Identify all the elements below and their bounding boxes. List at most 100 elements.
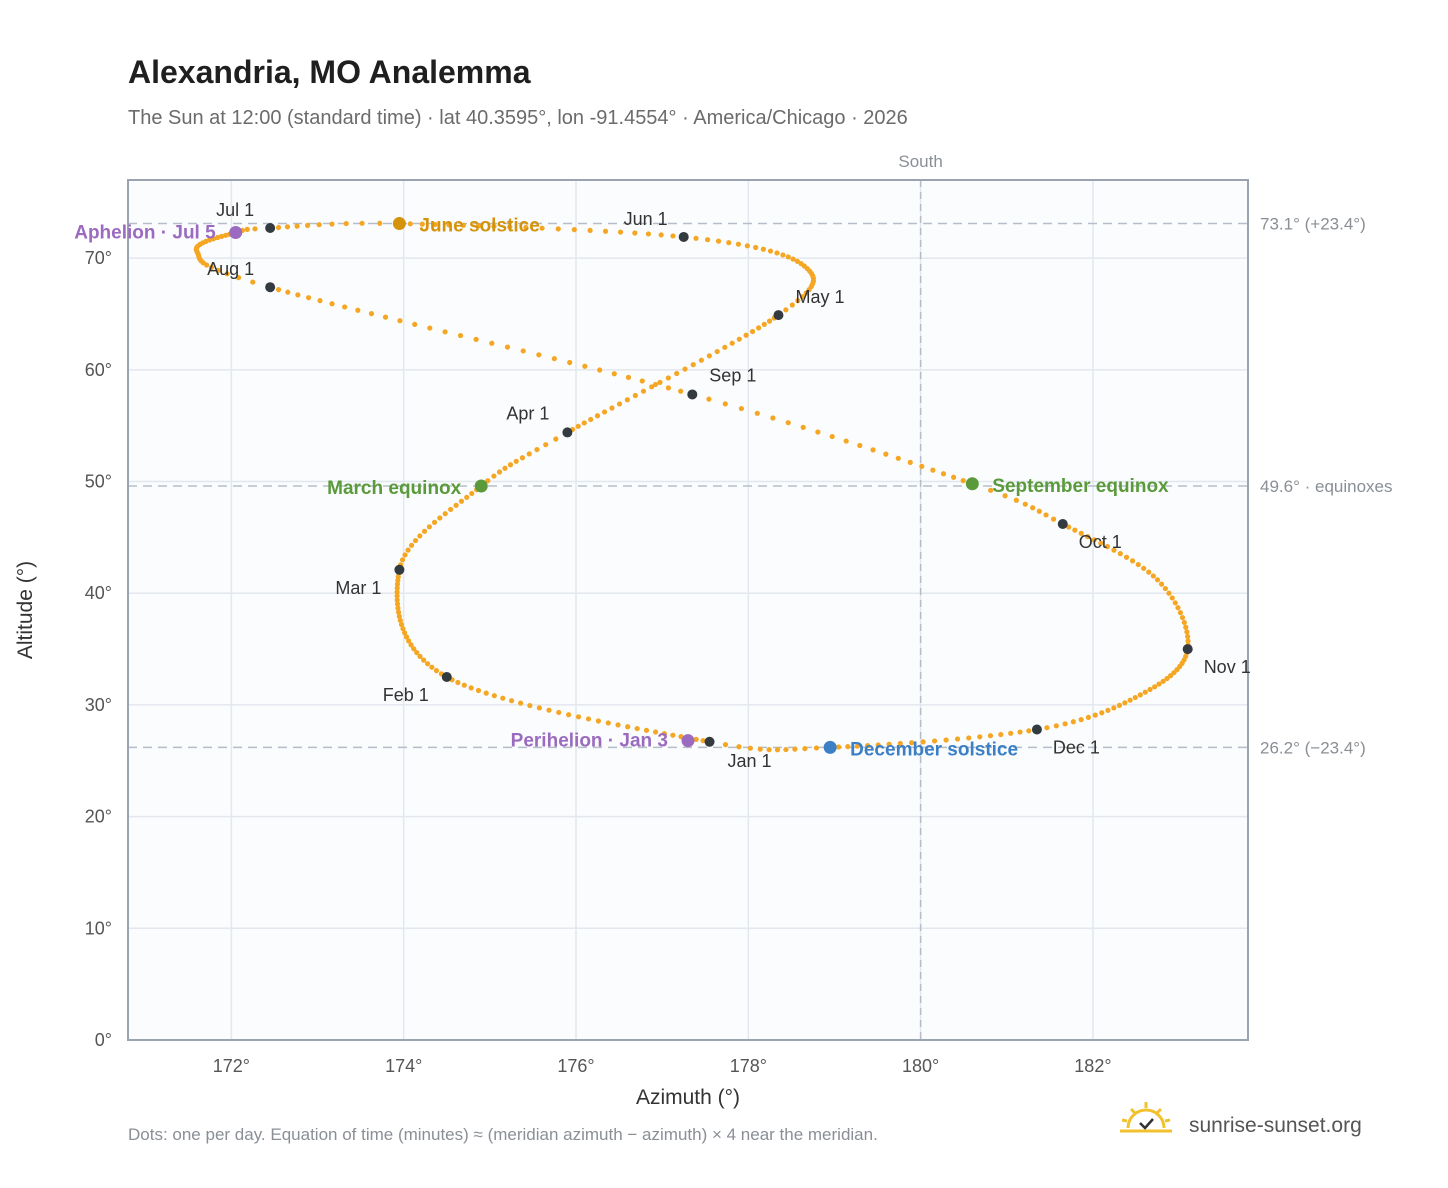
daily-sun-dot (382, 314, 389, 320)
daily-sun-dot (736, 744, 742, 750)
daily-sun-dot (754, 410, 760, 416)
daily-sun-dot (483, 690, 489, 696)
daily-sun-dot (1142, 689, 1148, 695)
y-tick-label: 20° (85, 807, 112, 827)
daily-sun-dot (1166, 590, 1172, 596)
footnote: Dots: one per day. Equation of time (min… (128, 1125, 878, 1144)
daily-sun-dot (665, 375, 671, 381)
daily-sun-dot (1146, 569, 1152, 575)
daily-sun-dot (785, 420, 791, 426)
altitude-reference-label: 73.1° (+23.4°) (1260, 215, 1366, 234)
chart-title: Alexandria, MO Analemma (128, 54, 531, 90)
daily-sun-dot (767, 248, 774, 254)
daily-sun-dot (437, 515, 443, 521)
daily-sun-dot (275, 224, 282, 231)
daily-sun-dot (394, 597, 400, 603)
daily-sun-dot (605, 720, 611, 726)
daily-sun-dot (1160, 678, 1166, 684)
daily-sun-dot (815, 429, 821, 435)
daily-sun-dot (998, 731, 1004, 738)
month-marker-label: Jun 1 (624, 209, 668, 229)
daily-sun-dot (886, 741, 892, 747)
month-marker-label: Jan 1 (728, 751, 772, 771)
daily-sun-dot (424, 661, 431, 667)
daily-sun-dot (582, 363, 588, 369)
daily-sun-dot (1154, 577, 1161, 583)
daily-sun-dot (489, 340, 495, 346)
grid-lines (128, 180, 1248, 1041)
daily-sun-dot (295, 292, 301, 298)
y-tick-label: 30° (85, 695, 112, 715)
daily-sun-dot (1017, 729, 1023, 735)
daily-sun-dot (397, 318, 403, 324)
daily-sun-dot (442, 511, 448, 517)
daily-sun-dot (408, 542, 415, 548)
daily-sun-dot (714, 348, 720, 355)
daily-sun-dot (412, 537, 419, 544)
month-marker-label: Apr 1 (506, 403, 549, 423)
analemma-path (193, 220, 1191, 753)
daily-sun-dot (602, 228, 609, 234)
daily-sun-dot (1111, 705, 1117, 711)
x-tick-label: 172° (213, 1056, 250, 1076)
daily-sun-dot (224, 271, 230, 277)
daily-sun-dot (543, 442, 549, 448)
daily-sun-dot (342, 304, 348, 310)
daily-sun-dot (597, 367, 603, 373)
daily-sun-dot (940, 471, 947, 477)
daily-sun-dot (214, 234, 221, 241)
daily-sun-dot (1127, 697, 1133, 703)
event-marker-label: Aphelion · Jul 5 (74, 222, 216, 243)
daily-sun-dot (1044, 725, 1050, 731)
event-markers: March equinox June solstice September equi… (74, 216, 1169, 761)
daily-sun-dot (658, 232, 664, 238)
daily-sun-dot (461, 682, 467, 688)
daily-sun-dot (399, 557, 406, 563)
month-marker-dot (704, 736, 715, 747)
daily-sun-dot (417, 533, 423, 539)
daily-sun-dot (1123, 554, 1130, 560)
daily-sun-dot (865, 742, 871, 749)
daily-sun-dot (304, 222, 311, 228)
daily-sun-dot (219, 233, 225, 239)
daily-sun-dot (1135, 561, 1141, 568)
daily-sun-dot (738, 405, 745, 412)
month-marker-label: Dec 1 (1053, 738, 1100, 758)
month-marker-dot (1182, 644, 1193, 655)
daily-sun-dot (987, 733, 994, 739)
daily-sun-dot (1117, 551, 1123, 557)
daily-sun-dot (406, 638, 412, 644)
daily-sun-dot (632, 392, 638, 399)
daily-sun-dot (726, 240, 732, 246)
daily-sun-dot (1062, 721, 1068, 727)
daily-sun-dot (355, 307, 361, 313)
daily-sun-dot (595, 718, 601, 724)
daily-sun-dot (513, 458, 519, 464)
daily-sun-dot (1168, 673, 1174, 679)
daily-sun-dot (1141, 565, 1147, 571)
daily-sun-dot (895, 455, 901, 461)
daily-sun-dot (698, 357, 704, 363)
chart-subtitle: The Sun at 12:00 (standard time) · lat 4… (128, 107, 908, 129)
daily-sun-dot (1008, 730, 1014, 736)
daily-sun-dot (396, 613, 402, 619)
daily-sun-dot (789, 302, 795, 308)
daily-sun-dot (1092, 712, 1098, 718)
daily-sun-dot (652, 729, 659, 735)
daily-sun-dot (1183, 624, 1189, 630)
month-marker-label: May 1 (795, 287, 844, 307)
daily-sun-dot (491, 223, 497, 229)
daily-sun-dot (1181, 619, 1187, 626)
daily-sun-dot (1050, 516, 1057, 522)
daily-sun-dot (453, 502, 459, 508)
daily-sun-dot (329, 301, 335, 307)
daily-sun-dot (536, 352, 542, 358)
daily-sun-dot (1185, 638, 1191, 644)
daily-sun-dot (575, 423, 581, 429)
x-tick-label: 180° (902, 1056, 939, 1076)
daily-sun-dot (1105, 707, 1111, 713)
daily-sun-dot (988, 487, 994, 493)
daily-sun-dot (507, 224, 513, 230)
month-marker-dot (562, 427, 573, 438)
daily-sun-dot (1156, 681, 1162, 687)
